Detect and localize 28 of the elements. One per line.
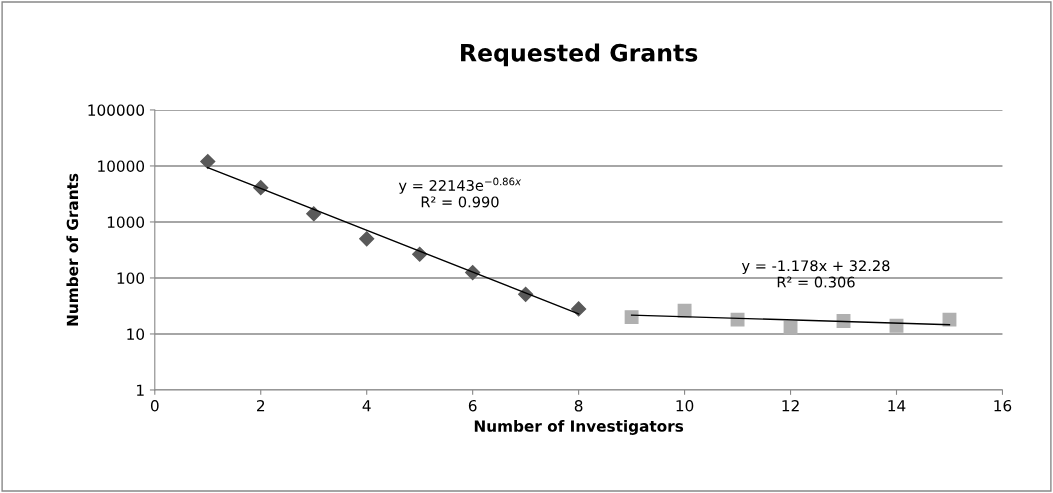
y-axis-title: Number of Grants xyxy=(66,173,79,326)
y-tick-label: 100000 xyxy=(88,104,145,116)
x-tick-label: 2 xyxy=(257,399,265,412)
y-tick-label: 100 xyxy=(117,272,145,284)
x-tick-label: 12 xyxy=(782,399,799,412)
x-tick-label: 14 xyxy=(888,400,906,412)
x-axis-title: Number of Investigators xyxy=(474,420,684,435)
annotation: y = -1.178x + 32.28 R² = 0.306 xyxy=(741,260,890,288)
y-tick-label: 10000 xyxy=(98,160,145,172)
point xyxy=(783,320,798,335)
chart-title: Requested Grants xyxy=(461,43,698,67)
annotation: y = 22143e$^{−0.86x}$ R² = 0.990 xyxy=(398,177,522,208)
y-tick-label: 10 xyxy=(127,328,145,340)
x-tick-label: 8 xyxy=(574,399,583,412)
y-tick-label: 1 xyxy=(137,384,144,396)
x-tick-label: 0 xyxy=(150,399,159,412)
x-tick-label: 4 xyxy=(362,400,371,412)
x-tick-label: 16 xyxy=(994,399,1012,412)
point xyxy=(359,231,375,247)
point xyxy=(677,303,692,318)
point xyxy=(942,312,957,327)
point xyxy=(624,310,639,325)
x-tick-label: 10 xyxy=(676,399,694,412)
y-tick-label: 1000 xyxy=(107,216,145,228)
point xyxy=(571,301,587,317)
point xyxy=(200,153,216,170)
x-tick-label: 6 xyxy=(468,399,477,412)
point xyxy=(730,312,745,327)
